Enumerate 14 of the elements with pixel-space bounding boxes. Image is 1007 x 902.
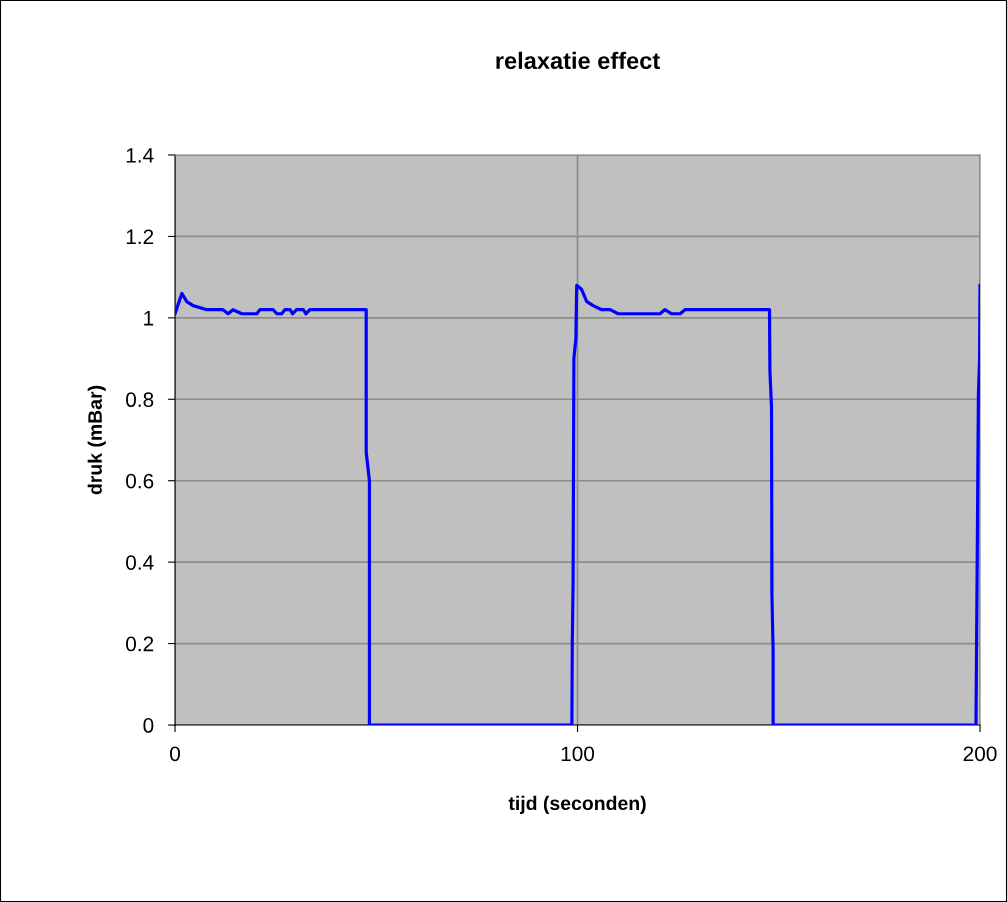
y-tick-label: 1.4 xyxy=(126,148,154,163)
y-tick-label: 1 xyxy=(144,311,154,326)
y-tick-label: 0.2 xyxy=(126,636,154,652)
x-axis-title: tijd (seconden) xyxy=(508,795,646,814)
y-tick-label: 0.6 xyxy=(126,473,154,489)
y-tick-label: 0.4 xyxy=(126,555,154,570)
y-tick-label: 0.8 xyxy=(126,392,154,408)
y-axis-title: druk (mBar) xyxy=(87,385,106,495)
y-tick-label: 1.2 xyxy=(126,229,154,244)
x-tick-label: 200 xyxy=(963,746,997,762)
x-tick-label: 100 xyxy=(561,746,595,762)
chart-title: relaxatie effect xyxy=(496,51,660,70)
y-tick-label: 0 xyxy=(143,718,154,733)
x-tick-label: 0 xyxy=(170,746,180,762)
